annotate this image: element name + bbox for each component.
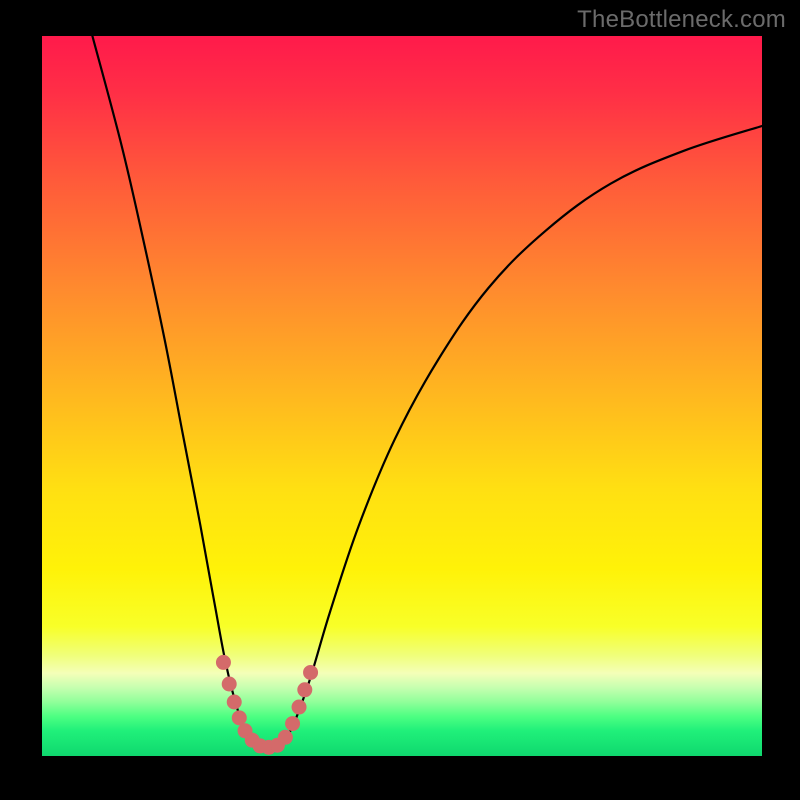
bottleneck-curve bbox=[92, 36, 762, 749]
optimal-marker bbox=[227, 695, 241, 709]
optimal-marker bbox=[232, 711, 246, 725]
optimal-marker bbox=[222, 677, 236, 691]
optimal-marker bbox=[216, 655, 230, 669]
curve-layer bbox=[0, 0, 800, 800]
optimal-marker bbox=[304, 665, 318, 679]
optimal-marker bbox=[286, 717, 300, 731]
optimal-marker bbox=[278, 730, 292, 744]
optimal-marker bbox=[298, 683, 312, 697]
chart-stage: TheBottleneck.com bbox=[0, 0, 800, 800]
optimal-marker bbox=[292, 700, 306, 714]
watermark-text: TheBottleneck.com bbox=[577, 6, 786, 34]
